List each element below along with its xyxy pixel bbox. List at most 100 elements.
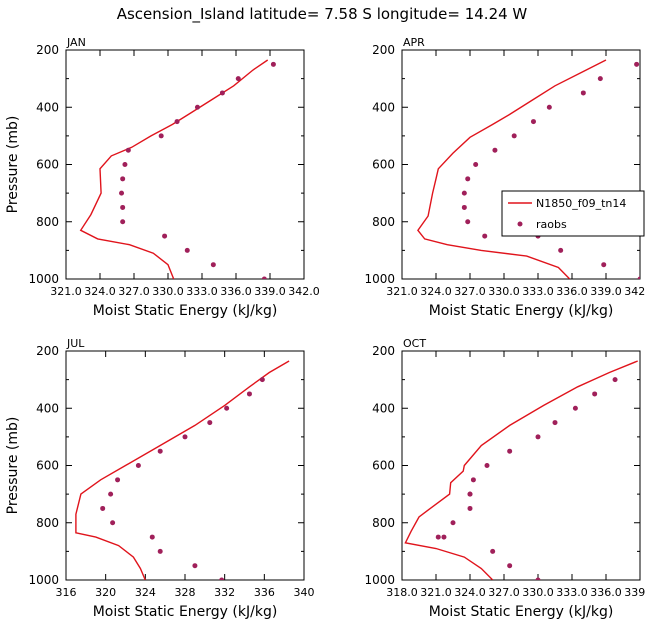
obs-point	[235, 76, 241, 82]
obs-point	[122, 162, 128, 167]
x-tick-label: 321.0	[386, 285, 418, 298]
panel-oct: OCT 318.0 321.0 324.0 327.0 330.0 333.0 336.0 33…	[364, 337, 645, 620]
x-tick-label: 327.0	[488, 586, 520, 599]
obs-point	[530, 119, 536, 125]
obs-point	[465, 219, 471, 225]
obs-point	[224, 405, 230, 411]
obs-point	[465, 176, 471, 182]
obs-point	[149, 534, 155, 540]
x-tick-label: 321.0	[50, 285, 82, 298]
x-tick-label: 336	[254, 586, 275, 599]
y-tick-label: 200	[372, 43, 395, 57]
panel-jul: JUL 316 320 324 328 332 336 340 200 400 600 800 1000…	[5, 337, 315, 620]
obs-point	[115, 477, 121, 483]
y-axis-label: Pressure (mb)	[5, 417, 21, 515]
x-tick-label: 339.0	[590, 285, 622, 298]
x-tick-label: 324.0	[420, 285, 452, 298]
chart-title: Ascension_Island latitude= 7.58 S longit…	[117, 5, 528, 24]
x-tick-label: 321.0	[420, 586, 452, 599]
obs-point	[467, 491, 473, 497]
obs-point	[484, 463, 490, 468]
obs-point	[219, 90, 225, 96]
obs-point	[467, 505, 473, 511]
obs-point	[637, 276, 640, 279]
obs-point	[592, 391, 598, 397]
obs-point	[546, 104, 552, 110]
obs-point	[612, 377, 618, 383]
x-tick-label: 330.0	[152, 285, 184, 298]
x-tick-label: 333.0	[556, 586, 588, 599]
data-layer	[404, 360, 638, 580]
y-tick-label: 1000	[364, 272, 395, 286]
obs-point	[535, 577, 541, 580]
x-tick-label: 342.0	[624, 285, 645, 298]
legend-model-label: N1850_f09_tn14	[536, 197, 626, 210]
x-tick-label: 336.0	[220, 285, 252, 298]
x-tick-label: 330.0	[488, 285, 520, 298]
obs-point	[470, 477, 476, 483]
obs-point	[125, 147, 131, 153]
obs-point	[597, 76, 603, 82]
plot-frame	[65, 49, 305, 280]
x-axis-label: Moist Static Energy (kJ/kg)	[429, 303, 614, 319]
obs-point	[182, 434, 188, 440]
data-layer	[79, 59, 276, 279]
x-axis-label: Moist Static Energy (kJ/kg)	[429, 604, 614, 620]
obs-point	[157, 548, 163, 554]
obs-point	[580, 90, 586, 96]
obs-point	[194, 104, 200, 110]
x-tick-label: 318.0	[386, 586, 418, 599]
plot-frame	[65, 350, 305, 581]
y-tick-label: 800	[372, 215, 395, 229]
x-tick-label: 339.0	[624, 586, 645, 599]
model-profile-line	[417, 59, 607, 279]
obs-point	[158, 133, 164, 139]
x-tick-label: 339.0	[254, 285, 286, 298]
y-tick-label: 600	[372, 459, 395, 473]
obs-point	[450, 520, 456, 526]
plot-frame	[401, 49, 641, 280]
obs-point	[219, 577, 225, 580]
x-tick-label: 342.0	[288, 285, 320, 298]
obs-point	[435, 534, 441, 540]
x-axis-label: Moist Static Energy (kJ/kg)	[93, 303, 278, 319]
obs-point	[511, 133, 517, 139]
obs-point	[507, 563, 513, 569]
x-tick-label: 340	[294, 586, 315, 599]
x-tick-label: 336.0	[590, 586, 622, 599]
y-tick-label: 200	[372, 344, 395, 358]
panel-label: APR	[403, 36, 425, 49]
y-tick-label: 400	[36, 401, 59, 415]
x-tick-label: 327.0	[454, 285, 486, 298]
y-tick-label: 800	[36, 516, 59, 530]
x-tick-label: 327.0	[118, 285, 150, 298]
panel-jan: JAN 321.0 324.0 327.0 330.0 333.0 336.0 339.0 34…	[5, 36, 320, 319]
obs-point	[473, 162, 479, 167]
panel-apr: APR 321.0 324.0 327.0 330.0 333.0 336.0 339.0 34…	[364, 36, 645, 319]
y-axis-label: Pressure (mb)	[5, 116, 21, 214]
obs-point	[572, 405, 578, 411]
x-tick-label: 328	[175, 586, 196, 599]
y-tick-label: 600	[372, 158, 395, 172]
model-profile-line	[75, 360, 290, 580]
panel-label: OCT	[403, 337, 426, 350]
obs-point	[119, 190, 125, 196]
obs-point	[492, 147, 498, 153]
obs-point	[601, 262, 607, 268]
x-tick-label: 320	[95, 586, 116, 599]
obs-point	[482, 233, 488, 239]
legend-obs-label: raobs	[536, 218, 567, 231]
y-tick-label: 400	[36, 100, 59, 114]
x-tick-label: 333.0	[522, 285, 554, 298]
x-tick-label: 316	[56, 586, 77, 599]
x-tick-label: 336.0	[556, 285, 588, 298]
y-tick-label: 200	[36, 43, 59, 57]
obs-point	[120, 204, 126, 210]
y-tick-label: 800	[36, 215, 59, 229]
legend-obs-marker	[517, 221, 523, 227]
legend-box	[501, 190, 645, 237]
obs-point	[461, 190, 467, 196]
plot-frame	[401, 350, 641, 581]
